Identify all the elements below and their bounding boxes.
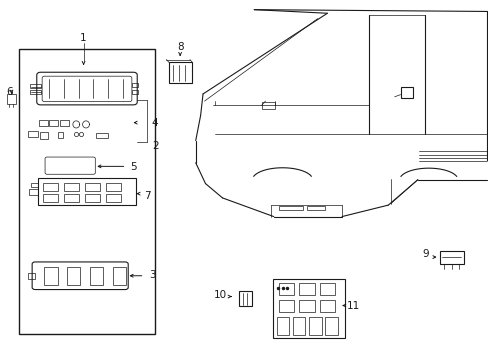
Bar [168,62,192,83]
Text: 2: 2 [152,141,158,151]
Text: 5: 5 [130,162,136,172]
Bar [278,283,294,295]
Bar [40,132,47,139]
Bar [58,132,63,138]
Bar [400,87,412,98]
Bar [276,317,289,335]
Bar [96,134,108,138]
Text: 11: 11 [346,301,359,311]
Text: 9: 9 [421,248,428,258]
Bar [85,194,100,202]
Bar [43,194,58,202]
Bar [106,194,121,202]
Bar [272,279,344,338]
Bar [132,90,138,94]
Bar [292,317,305,335]
Bar [325,317,337,335]
Bar [6,94,16,104]
Bar [85,183,100,191]
Text: 10: 10 [214,290,227,300]
Bar [439,251,463,264]
Bar [299,283,314,295]
Bar [64,194,79,202]
Bar [132,83,138,87]
Bar [278,300,294,312]
Bar [29,189,38,195]
Text: 1: 1 [80,33,87,43]
Bar [319,300,334,312]
Text: 6: 6 [6,87,13,97]
Bar [19,49,155,334]
Bar [39,120,47,126]
Bar [278,206,303,211]
Bar [30,84,41,88]
Bar [49,120,58,126]
Text: 4: 4 [152,118,158,128]
Bar [106,183,121,191]
Bar [67,267,81,284]
Bar [64,183,79,191]
Bar [28,273,35,279]
Bar [238,291,252,306]
Bar [44,267,58,284]
Bar [43,183,58,191]
Bar [30,90,41,94]
Bar [90,267,103,284]
Bar [31,183,38,187]
Text: 8: 8 [177,42,183,52]
Bar [38,178,136,205]
Bar [60,120,69,126]
Text: 3: 3 [149,270,156,280]
Bar [319,283,334,295]
Bar [27,131,38,137]
Bar [308,317,321,335]
Bar [306,206,325,211]
Bar [113,267,126,284]
Bar [299,300,314,312]
Bar [261,102,275,109]
Text: 7: 7 [144,191,151,201]
